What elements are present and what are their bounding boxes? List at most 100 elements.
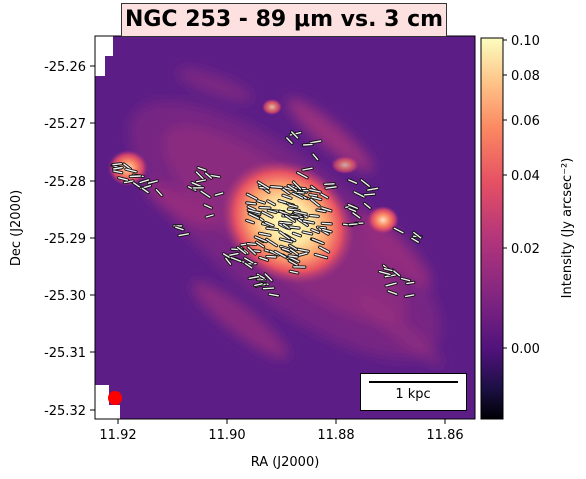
polarization-vector xyxy=(309,140,322,144)
polarization-vector xyxy=(236,246,247,255)
polarization-vector xyxy=(311,228,320,234)
polarization-vector xyxy=(292,192,304,199)
polarization-vector xyxy=(279,231,290,240)
polarization-vector xyxy=(265,221,274,227)
polarization-vector xyxy=(244,262,253,269)
polarization-vector xyxy=(297,171,308,179)
polarization-vector xyxy=(279,221,292,225)
polarization-vector xyxy=(309,188,321,193)
polarization-vector xyxy=(406,281,415,285)
polarization-vector xyxy=(191,181,202,188)
polarization-vector xyxy=(282,223,291,230)
y-tick-label: -25.26 xyxy=(44,60,86,75)
polarization-vector xyxy=(246,193,258,200)
polarization-vector xyxy=(287,184,298,192)
colorbar-tick-label: 0.04 xyxy=(511,169,540,184)
polarization-vector xyxy=(197,166,207,172)
polarization-vector xyxy=(246,202,257,205)
polarization-vector xyxy=(265,238,278,247)
polarization-vector xyxy=(383,268,393,272)
polarization-vector xyxy=(282,194,292,199)
polarization-vector xyxy=(248,276,260,280)
polarization-vector xyxy=(208,174,221,178)
polarization-vector xyxy=(247,209,261,214)
polarization-vector xyxy=(267,200,276,206)
polarization-vector xyxy=(264,273,273,282)
polarization-vector xyxy=(195,171,205,180)
polarization-vector xyxy=(292,232,302,237)
polarization-vector xyxy=(257,181,270,190)
polarization-vector xyxy=(113,170,123,174)
scale-bar-label: 1 kpc xyxy=(395,387,431,402)
polarization-vector xyxy=(259,256,269,261)
polarization-vector xyxy=(147,180,158,184)
polarization-vector xyxy=(141,187,149,194)
polarization-vector xyxy=(387,290,398,295)
polarization-vector xyxy=(289,226,300,229)
polarization-vector xyxy=(230,256,242,262)
polarization-vector xyxy=(278,199,287,204)
y-axis: -25.26 -25.27 -25.28 -25.29 -25.30 -25.3… xyxy=(44,60,95,419)
polarization-vector xyxy=(302,167,313,171)
y-axis-label: Dec (J2000) xyxy=(9,190,24,266)
polarization-vector xyxy=(228,252,239,257)
polarization-vector xyxy=(294,210,307,215)
polarization-vector xyxy=(289,244,297,251)
polarization-vector xyxy=(411,237,419,243)
polarization-vector xyxy=(289,248,299,256)
polarization-vector xyxy=(292,181,302,190)
polarization-vector xyxy=(259,206,271,209)
polarization-vector xyxy=(404,294,415,298)
polarization-vector xyxy=(203,204,213,209)
polarization-vector xyxy=(123,163,132,170)
polarization-vector xyxy=(311,196,322,201)
polarization-vector xyxy=(321,207,332,212)
polarization-vector xyxy=(139,179,150,184)
polarization-vector xyxy=(319,246,330,253)
polarization-vector xyxy=(302,220,315,224)
polarization-vector xyxy=(289,270,299,274)
polarization-vector xyxy=(363,202,371,209)
polarization-vector xyxy=(367,187,379,191)
scale-bar xyxy=(369,381,458,383)
polarization-vector xyxy=(267,209,277,214)
polarization-vector xyxy=(302,143,313,146)
polarization-vector xyxy=(268,293,279,297)
y-tick-label: -25.28 xyxy=(44,175,86,190)
polarization-vector xyxy=(178,233,190,237)
polarization-vector xyxy=(302,231,313,235)
polarization-vector xyxy=(310,198,320,207)
polarization-vector xyxy=(132,182,141,188)
polarization-vector xyxy=(288,255,298,258)
polarization-vector xyxy=(392,269,401,277)
polarization-vector xyxy=(125,168,137,173)
colorbar-tick-label: 0.10 xyxy=(511,34,540,49)
polarization-vector xyxy=(225,257,232,265)
polarization-vector xyxy=(291,131,299,139)
polarization-vector xyxy=(254,283,263,287)
y-tick-label: -25.27 xyxy=(44,117,86,132)
polarization-vector xyxy=(261,211,273,218)
polarization-vector xyxy=(246,242,257,246)
polarization-vector xyxy=(378,270,391,276)
polarization-vector xyxy=(314,253,328,259)
polarization-vectors xyxy=(110,130,423,298)
polarization-vector xyxy=(352,212,361,219)
polarization-vector xyxy=(309,214,319,218)
colorbar-tick-label: 0.06 xyxy=(511,114,540,129)
polarization-vector xyxy=(385,282,397,287)
polarization-vector xyxy=(258,232,271,237)
polarization-vector xyxy=(312,153,319,161)
polarization-vector xyxy=(256,273,265,279)
polarization-vector xyxy=(204,172,213,179)
polarization-vector xyxy=(321,222,332,225)
polarization-vector xyxy=(322,228,332,233)
polarization-vector xyxy=(413,231,422,239)
polarization-vector xyxy=(112,166,123,170)
polarization-vector xyxy=(243,257,254,264)
x-tick-label: 11.92 xyxy=(99,428,136,443)
y-tick-label: -25.31 xyxy=(44,346,86,361)
polarization-vector xyxy=(129,175,141,178)
polarization-vector xyxy=(123,180,134,184)
